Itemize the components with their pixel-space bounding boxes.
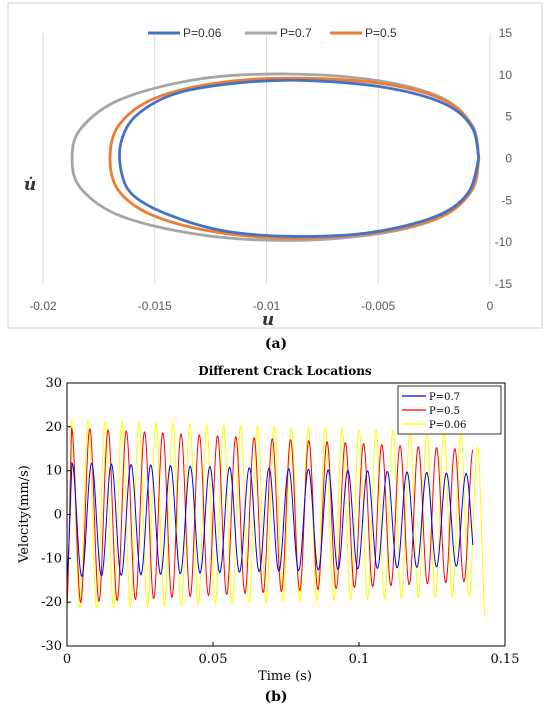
panel-b-series-line [66, 427, 474, 607]
panel-b-velocity-chart: Different Crack Locations 30 20 10 0 -10 -20 -… [17, 364, 519, 684]
panel-a-phase-portrait: 15 10 5 0 -5 -10 -15 -0.02 -0.015 -0.01 -0.005 0 P… [7, 2, 543, 330]
panel-b-legend-label: P=0.7 [429, 392, 460, 403]
panel-a-x-tick-label: -0.005 [361, 299, 395, 313]
panel-a-y-tick-label: -15 [495, 277, 513, 291]
panel-a-y-tick-label: -10 [495, 235, 513, 249]
panel-b-x-tick-label: 0.1 [349, 652, 370, 667]
panel-b-y-tick-label: -30 [41, 639, 62, 654]
panel-b-y-tick-labels: 30 20 10 0 -10 -20 -30 [41, 376, 71, 654]
panel-b-legend: P=0.7 P=0.5 P=0.06 [397, 385, 502, 435]
panel-a-y-tick-labels: 15 10 5 0 -5 -10 -15 [495, 26, 513, 291]
panel-b-series-line [66, 419, 486, 617]
panel-b-title: Different Crack Locations [198, 364, 372, 378]
panel-a-frame [7, 2, 543, 329]
panel-a-x-tick-labels: -0.02 -0.015 -0.01 -0.005 0 [29, 299, 493, 313]
panel-a-series [70, 72, 481, 242]
panel-a-y-tick-label: -5 [501, 193, 512, 207]
panel-b-y-tick-label: -20 [41, 595, 62, 610]
panel-b-x-tick-label: 0.05 [199, 652, 228, 667]
panel-b-y-tick-label: 10 [45, 464, 62, 479]
caption-b: (b) [264, 689, 287, 705]
panel-a-x-tick-label: -0.01 [253, 299, 281, 313]
panel-b-y-tick-label: 30 [45, 376, 62, 391]
panel-a-legend: P=0.06 P=0.7 P=0.5 [148, 26, 397, 40]
panel-b-legend-label: P=0.06 [429, 420, 466, 431]
panel-a-series-line [118, 78, 481, 238]
panel-b-series-line [66, 461, 474, 581]
panel-a-x-tick-label: -0.02 [29, 299, 57, 313]
panel-a-y-tick-label: 15 [499, 26, 513, 40]
panel-b-series [66, 419, 486, 617]
panel-a-y-tick-label: 10 [499, 68, 513, 82]
panel-b-y-tick-label: -10 [41, 551, 62, 566]
panel-a-xlabel: u [262, 310, 274, 330]
panel-a-x-tick-label: 0 [487, 299, 494, 313]
panel-b-legend-label: P=0.5 [429, 406, 460, 417]
panel-b-x-tick-label: 0 [63, 652, 71, 667]
panel-b-y-tick-label: 0 [54, 508, 62, 523]
panel-b-x-tick-label: 0.15 [491, 652, 520, 667]
panel-a-x-tick-label: -0.015 [138, 299, 172, 313]
panel-a-ylabel: u̇ [24, 175, 36, 195]
panel-a-legend-label: P=0.7 [280, 26, 312, 40]
panel-b-x-tick-labels: 0 0.05 0.1 0.15 [63, 642, 520, 667]
panel-a-legend-label: P=0.5 [365, 26, 397, 40]
caption-a: (a) [265, 336, 287, 352]
panel-a-y-tick-label: 5 [505, 110, 512, 124]
panel-b-y-tick-label: 20 [45, 420, 62, 435]
panel-b-ylabel: Velocity(mm/s) [17, 465, 32, 564]
panel-a-y-tick-label: 0 [505, 152, 512, 166]
panel-b-xlabel: Time (s) [258, 669, 312, 684]
panel-a-legend-label: P=0.06 [183, 26, 222, 40]
